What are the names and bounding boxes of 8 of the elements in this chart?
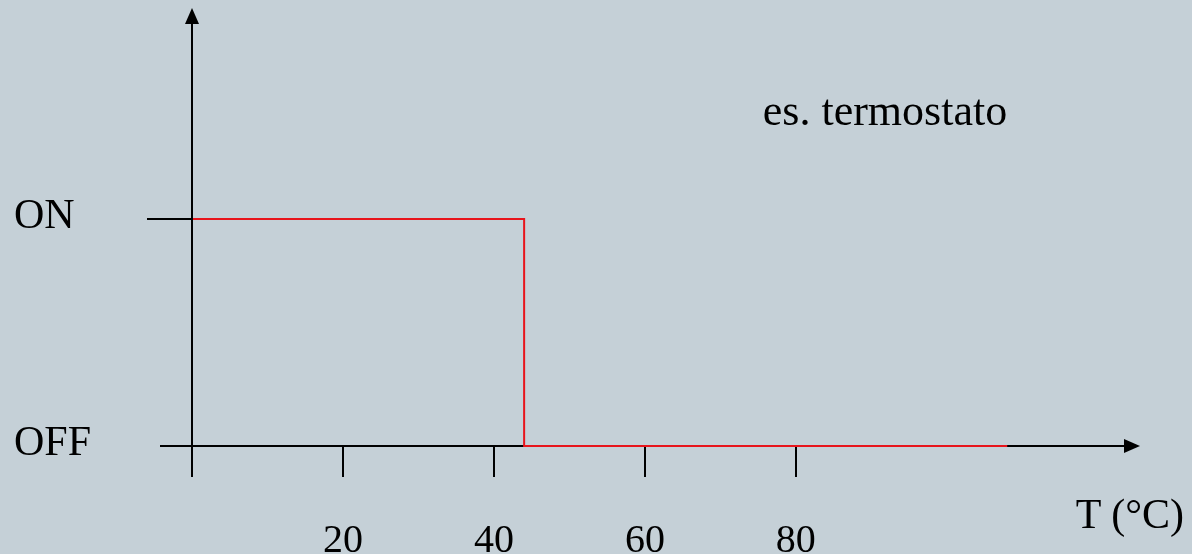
- x-axis-title: T (°C): [1075, 491, 1184, 538]
- text: ON: [14, 191, 75, 238]
- text: es. termostato: [762, 86, 1008, 135]
- x-tick-label: 20: [322, 515, 363, 554]
- x-tick-label: 60: [624, 515, 665, 554]
- text: OFF: [14, 418, 92, 465]
- x-tick-label: 80: [775, 515, 816, 554]
- x-tick-label: 40: [473, 515, 514, 554]
